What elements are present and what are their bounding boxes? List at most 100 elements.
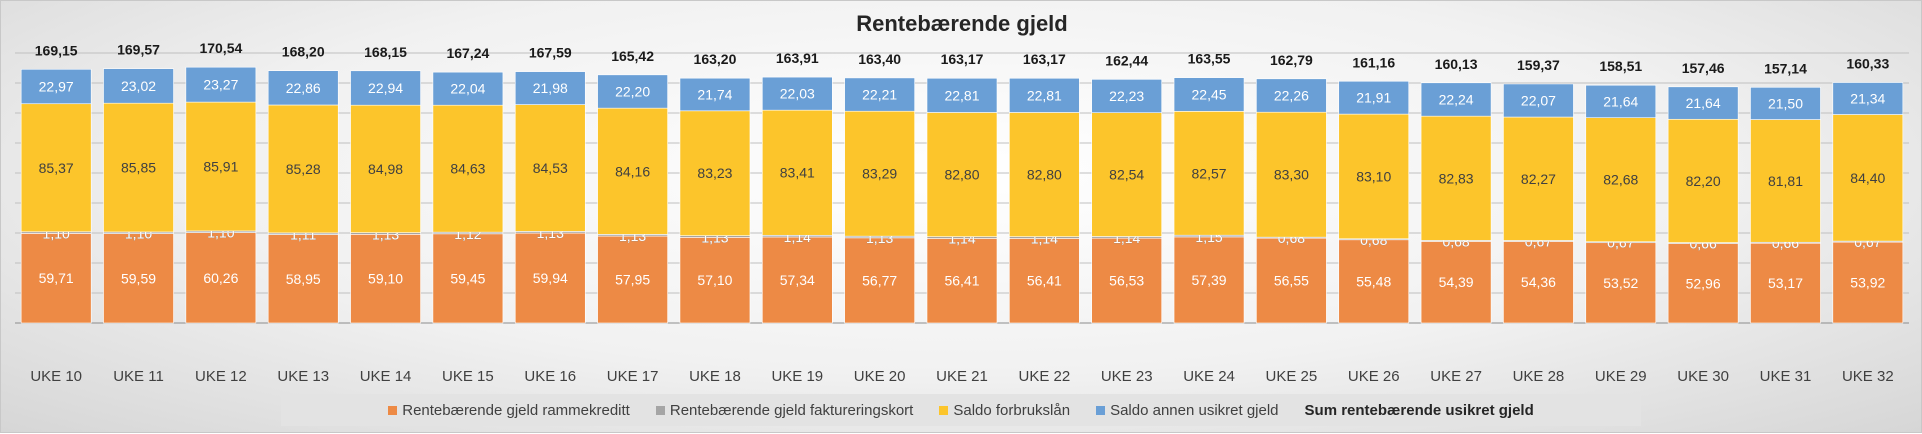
x-tick-label: UKE 20 xyxy=(854,368,906,385)
bar-segment xyxy=(1256,237,1327,324)
bar-segment xyxy=(267,234,339,324)
data-label: 83,23 xyxy=(697,165,732,181)
total-label: 158,51 xyxy=(1599,58,1642,74)
bar-segment xyxy=(1503,83,1574,118)
x-tick-label: UKE 22 xyxy=(1018,368,1070,385)
data-label: 57,10 xyxy=(697,272,732,288)
data-label: 52,96 xyxy=(1686,275,1721,291)
data-label: 59,94 xyxy=(533,270,568,286)
x-tick-label: UKE 30 xyxy=(1677,368,1729,385)
total-label: 168,15 xyxy=(364,44,407,60)
bar-segment xyxy=(1091,112,1162,237)
data-label: 21,64 xyxy=(1686,95,1721,111)
data-label: 85,85 xyxy=(121,160,156,176)
bar-segment xyxy=(1091,79,1162,113)
data-label: 55,48 xyxy=(1356,273,1391,289)
bar-segment xyxy=(1667,86,1739,120)
bar-segment xyxy=(432,104,504,233)
x-tick-label: UKE 12 xyxy=(195,368,247,385)
x-tick-label: UKE 13 xyxy=(277,368,329,385)
total-label: 163,55 xyxy=(1188,51,1231,67)
bar-segment xyxy=(1750,242,1821,324)
total-label: 167,59 xyxy=(529,45,572,61)
chart-title: Rentebærende gjeld xyxy=(856,11,1068,36)
data-label: 21,74 xyxy=(697,87,732,103)
data-label: 82,27 xyxy=(1521,171,1556,187)
bar-segment xyxy=(1585,117,1657,243)
x-tick-label: UKE 26 xyxy=(1348,368,1400,385)
bar-segment xyxy=(679,110,751,236)
legend-swatch-faktureringskort xyxy=(655,405,665,415)
bar-segment xyxy=(762,109,833,236)
data-label: 56,41 xyxy=(944,273,979,289)
data-label: 82,20 xyxy=(1686,173,1721,189)
bar-segment xyxy=(597,107,668,235)
data-label: 22,94 xyxy=(368,80,403,96)
data-label: 84,16 xyxy=(615,163,650,179)
bar-segment xyxy=(1667,118,1739,243)
bar-segment xyxy=(185,232,257,324)
data-label: 82,80 xyxy=(1027,167,1062,183)
x-tick-label: UKE 16 xyxy=(524,368,576,385)
bar-segment xyxy=(1173,77,1245,112)
bar-segment xyxy=(267,104,339,234)
legend-label-faktureringskort: Rentebærende gjeld faktureringskort xyxy=(669,401,914,419)
bar-segment xyxy=(20,68,92,105)
bar-segment xyxy=(844,77,915,112)
bar-segment xyxy=(1091,237,1162,324)
bar-segment xyxy=(926,238,998,324)
data-label: 59,10 xyxy=(368,271,403,287)
data-label: 22,97 xyxy=(39,79,74,95)
bar-segment xyxy=(762,76,833,111)
x-tick-label: UKE 28 xyxy=(1513,368,1565,385)
data-label: 53,17 xyxy=(1768,275,1803,291)
data-label: 21,91 xyxy=(1356,90,1391,106)
bar-segment xyxy=(1585,84,1657,118)
bar-segment xyxy=(1420,241,1492,324)
legend-item-annen-usikret: Saldo annen usikret gjeld xyxy=(1096,402,1279,419)
legend-swatch-rammekreditt xyxy=(388,405,398,415)
bar-segment xyxy=(1338,80,1410,115)
bar-segment xyxy=(1338,113,1410,240)
data-label: 83,29 xyxy=(862,166,897,182)
data-label: 85,37 xyxy=(39,160,74,176)
data-label: 57,95 xyxy=(615,272,650,288)
data-label: 82,57 xyxy=(1192,165,1227,181)
x-tick-label: UKE 17 xyxy=(607,368,659,385)
bar-segment xyxy=(1338,239,1410,324)
bar-segment xyxy=(926,77,998,113)
bar-segment xyxy=(1832,82,1904,115)
data-label: 23,02 xyxy=(121,78,156,94)
data-label: 22,23 xyxy=(1109,88,1144,104)
legend: Rentebærende gjeld rammekreditt Rentebær… xyxy=(281,394,1641,426)
data-label: 82,68 xyxy=(1603,172,1638,188)
bar-segment xyxy=(432,71,504,106)
total-label: 170,54 xyxy=(199,40,242,56)
data-label: 85,28 xyxy=(286,161,321,177)
bar-segment xyxy=(597,74,668,109)
legend-label-sum: Sum rentebærende usikret gjeld xyxy=(1304,401,1534,419)
total-label: 157,14 xyxy=(1764,60,1807,76)
total-label: 162,79 xyxy=(1270,52,1313,68)
x-tick-label: UKE 18 xyxy=(689,368,741,385)
data-label: 82,54 xyxy=(1109,167,1144,183)
data-label: 21,98 xyxy=(533,80,568,96)
x-tick-label: UKE 25 xyxy=(1266,368,1318,385)
data-label: 56,53 xyxy=(1109,273,1144,289)
total-label: 157,46 xyxy=(1682,60,1725,76)
bar-segment xyxy=(514,71,586,105)
bar-segment xyxy=(1503,116,1574,241)
data-label: 21,34 xyxy=(1850,91,1885,107)
data-label: 57,39 xyxy=(1192,272,1227,288)
data-label: 22,86 xyxy=(286,80,321,96)
data-label: 57,34 xyxy=(780,272,815,288)
bar-segment xyxy=(926,112,998,237)
x-tick-label: UKE 29 xyxy=(1595,368,1647,385)
bar-segment xyxy=(1009,77,1080,113)
total-label: 169,15 xyxy=(35,42,78,58)
data-label: 21,64 xyxy=(1603,93,1638,109)
bar-segment xyxy=(20,233,92,324)
bar-segment xyxy=(103,68,174,104)
legend-label-forbrukslan: Saldo forbrukslån xyxy=(953,401,1071,419)
data-label: 82,83 xyxy=(1439,170,1474,186)
